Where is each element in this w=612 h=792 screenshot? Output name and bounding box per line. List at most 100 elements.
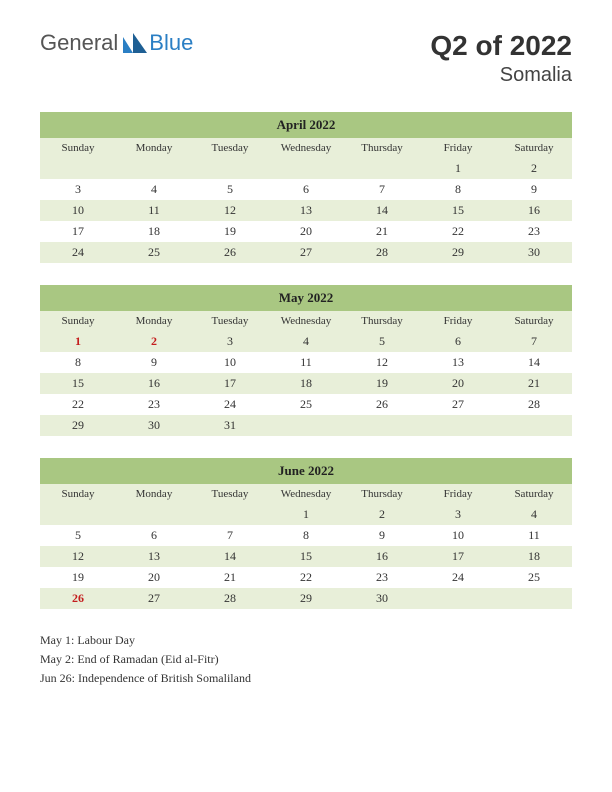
day-cell: 12 [192, 200, 268, 221]
day-header: Saturday [496, 484, 572, 504]
day-cell: 1 [268, 504, 344, 525]
day-cell: 3 [40, 179, 116, 200]
day-cell: 29 [40, 415, 116, 436]
day-cell: 7 [192, 525, 268, 546]
day-cell: 1 [420, 158, 496, 179]
day-cell [344, 158, 420, 179]
day-header: Sunday [40, 311, 116, 331]
day-cell: 7 [496, 331, 572, 352]
day-cell [268, 158, 344, 179]
day-cell [420, 588, 496, 609]
day-cell: 23 [496, 221, 572, 242]
day-cell: 20 [116, 567, 192, 588]
day-cell: 15 [40, 373, 116, 394]
day-cell: 9 [344, 525, 420, 546]
day-cell: 14 [344, 200, 420, 221]
day-cell: 21 [496, 373, 572, 394]
month-title: June 2022 [40, 458, 572, 484]
calendar-month: June 2022SundayMondayTuesdayWednesdayThu… [40, 458, 572, 609]
day-cell: 27 [268, 242, 344, 263]
day-cell: 14 [192, 546, 268, 567]
day-cell: 17 [192, 373, 268, 394]
day-cell: 30 [116, 415, 192, 436]
day-cell: 9 [496, 179, 572, 200]
day-header: Tuesday [192, 484, 268, 504]
day-cell: 8 [268, 525, 344, 546]
day-header: Thursday [344, 138, 420, 158]
day-cell: 18 [496, 546, 572, 567]
day-cell: 6 [420, 331, 496, 352]
day-cell: 5 [344, 331, 420, 352]
day-header: Wednesday [268, 484, 344, 504]
day-cell: 21 [192, 567, 268, 588]
day-cell [116, 158, 192, 179]
day-cell: 19 [192, 221, 268, 242]
day-cell: 3 [192, 331, 268, 352]
day-cell: 22 [420, 221, 496, 242]
day-header: Monday [116, 311, 192, 331]
note-line: Jun 26: Independence of British Somalila… [40, 669, 572, 687]
day-cell: 24 [420, 567, 496, 588]
logo: General Blue [40, 30, 193, 56]
day-cell: 28 [344, 242, 420, 263]
day-cell: 2 [496, 158, 572, 179]
day-cell [496, 588, 572, 609]
day-cell: 13 [116, 546, 192, 567]
day-cell: 29 [268, 588, 344, 609]
logo-text-blue: Blue [149, 30, 193, 56]
day-cell [268, 415, 344, 436]
day-cell: 6 [268, 179, 344, 200]
day-cell: 15 [268, 546, 344, 567]
day-cell: 28 [192, 588, 268, 609]
day-cell: 5 [40, 525, 116, 546]
day-cell: 27 [420, 394, 496, 415]
holiday-notes: May 1: Labour Day May 2: End of Ramadan … [40, 631, 572, 687]
day-cell: 23 [116, 394, 192, 415]
day-cell: 10 [192, 352, 268, 373]
day-cell: 12 [40, 546, 116, 567]
day-cell: 15 [420, 200, 496, 221]
day-cell: 14 [496, 352, 572, 373]
day-header: Wednesday [268, 311, 344, 331]
day-cell: 17 [420, 546, 496, 567]
day-cell [40, 504, 116, 525]
day-cell: 22 [268, 567, 344, 588]
day-cell: 13 [420, 352, 496, 373]
day-cell: 29 [420, 242, 496, 263]
header: General Blue Q2 of 2022 Somalia [40, 30, 572, 87]
day-cell: 20 [420, 373, 496, 394]
logo-icon [123, 33, 147, 53]
day-cell: 25 [268, 394, 344, 415]
day-header: Friday [420, 138, 496, 158]
day-cell: 28 [496, 394, 572, 415]
day-cell [192, 158, 268, 179]
day-cell: 11 [496, 525, 572, 546]
day-cell [496, 415, 572, 436]
day-cell: 10 [420, 525, 496, 546]
day-cell: 9 [116, 352, 192, 373]
day-cell: 31 [192, 415, 268, 436]
day-cell: 19 [40, 567, 116, 588]
day-cell [420, 415, 496, 436]
day-cell: 26 [40, 588, 116, 609]
day-cell: 7 [344, 179, 420, 200]
day-cell: 24 [40, 242, 116, 263]
page-title: Q2 of 2022 [430, 30, 572, 62]
note-line: May 2: End of Ramadan (Eid al-Fitr) [40, 650, 572, 668]
month-title: May 2022 [40, 285, 572, 311]
day-cell: 30 [496, 242, 572, 263]
note-line: May 1: Labour Day [40, 631, 572, 649]
day-cell [116, 504, 192, 525]
day-cell: 27 [116, 588, 192, 609]
day-header: Wednesday [268, 138, 344, 158]
day-cell: 10 [40, 200, 116, 221]
day-header: Tuesday [192, 311, 268, 331]
day-cell: 4 [116, 179, 192, 200]
day-cell: 3 [420, 504, 496, 525]
day-cell: 8 [420, 179, 496, 200]
day-cell: 18 [116, 221, 192, 242]
day-header: Saturday [496, 311, 572, 331]
day-cell: 4 [268, 331, 344, 352]
day-cell: 26 [344, 394, 420, 415]
logo-text-general: General [40, 30, 118, 56]
